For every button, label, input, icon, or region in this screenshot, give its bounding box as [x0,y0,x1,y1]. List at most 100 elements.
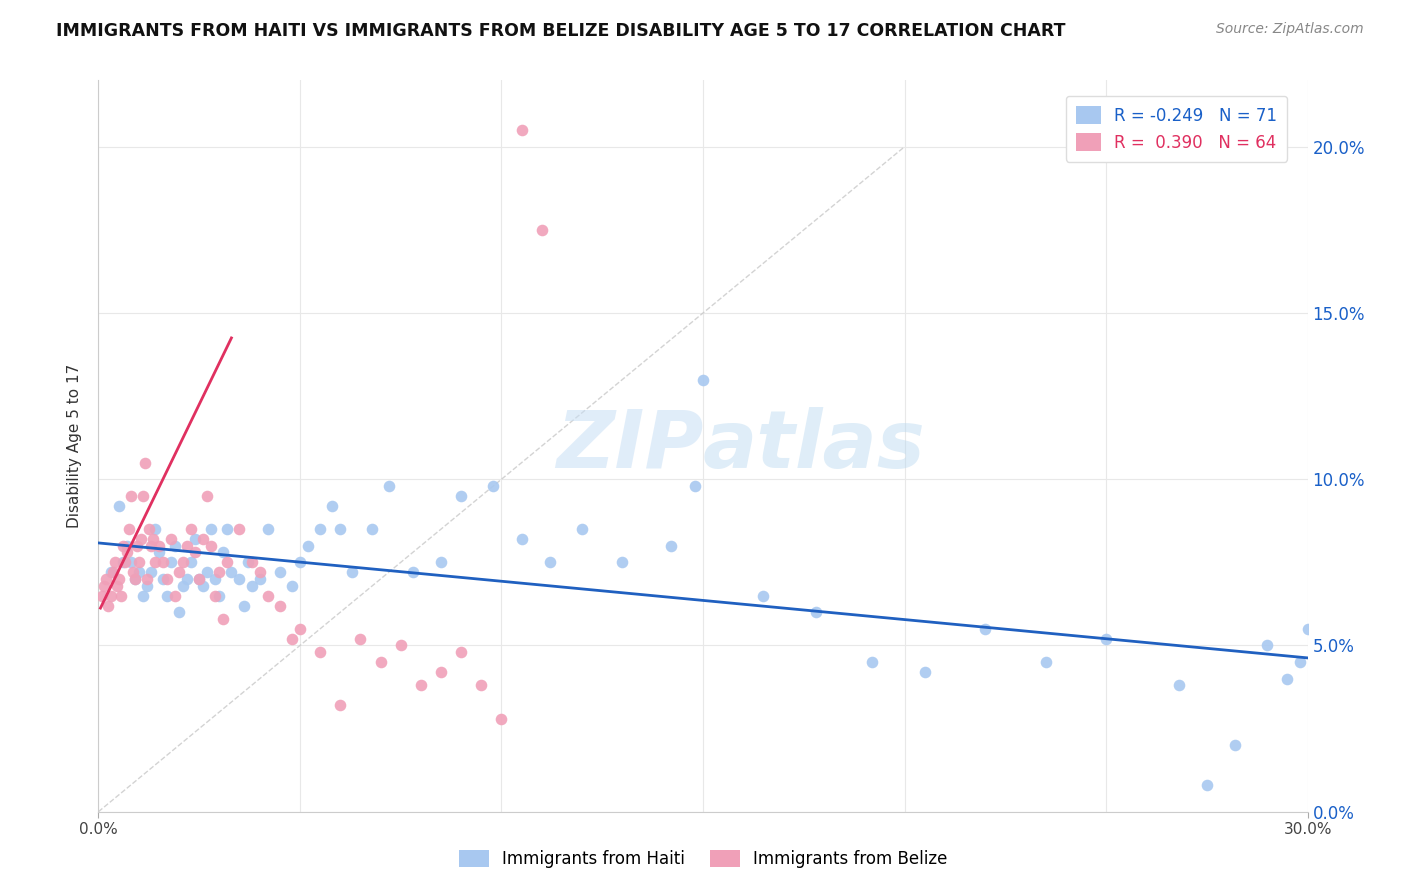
Point [1296,622,1319,636]
Point [148,539,170,553]
Point [120,555,142,569]
Point [450,645,472,659]
Point [114,555,136,569]
Point [101,566,124,580]
Point [430,555,453,569]
Point [152,555,174,569]
Point [143,522,166,536]
Point [167,566,190,580]
Point [152,572,174,586]
Point [208,566,231,580]
Point [96,572,118,586]
Point [93,579,115,593]
Text: atlas: atlas [703,407,925,485]
Point [309,522,332,536]
Legend: R = -0.249   N = 71, R =  0.390   N = 64: R = -0.249 N = 71, R = 0.390 N = 64 [1066,96,1286,161]
Point [1195,778,1218,792]
Point [1035,655,1057,669]
Point [804,605,827,619]
Point [914,665,936,679]
Point [128,555,150,569]
Point [329,522,352,536]
Point [249,566,271,580]
Legend: Immigrants from Haiti, Immigrants from Belize: Immigrants from Haiti, Immigrants from B… [451,843,955,875]
Point [692,372,714,386]
Point [204,572,226,586]
Point [208,589,231,603]
Point [329,698,352,713]
Point [974,622,997,636]
Point [402,566,425,580]
Point [115,539,138,553]
Point [228,572,250,586]
Point [188,572,211,586]
Point [510,123,533,137]
Point [167,605,190,619]
Point [184,532,207,546]
Point [349,632,371,646]
Point [176,539,198,553]
Point [683,479,706,493]
Point [297,539,319,553]
Point [200,522,222,536]
Point [571,522,593,536]
Point [491,712,513,726]
Point [121,566,143,580]
Point [156,572,179,586]
Point [249,572,271,586]
Point [163,539,186,553]
Point [195,566,218,580]
Point [1167,678,1189,692]
Point [100,566,122,580]
Point [111,555,134,569]
Point [188,572,211,586]
Point [510,532,533,546]
Point [221,566,243,580]
Point [256,589,278,603]
Point [135,579,157,593]
Point [659,539,682,553]
Point [160,532,183,546]
Point [370,655,392,669]
Point [132,489,155,503]
Point [342,566,364,580]
Point [163,589,186,603]
Point [204,589,226,603]
Point [180,555,202,569]
Point [240,579,263,593]
Point [860,655,883,669]
Point [1095,632,1118,646]
Point [135,572,157,586]
Point [281,579,304,593]
Point [172,555,194,569]
Point [1277,672,1299,686]
Point [200,539,222,553]
Point [612,555,634,569]
Point [1256,639,1278,653]
Point [361,522,384,536]
Point [1288,655,1310,669]
Point [100,589,122,603]
Point [228,522,250,536]
Point [148,545,170,559]
Point [124,572,146,586]
Point [91,589,114,603]
Point [115,545,138,559]
Point [195,489,218,503]
Point [288,622,311,636]
Point [269,566,291,580]
Point [103,555,125,569]
Point [482,479,505,493]
Point [125,539,148,553]
Point [212,612,235,626]
Point [377,479,399,493]
Point [124,572,146,586]
Point [120,489,142,503]
Point [240,555,263,569]
Point [143,555,166,569]
Point [107,499,129,513]
Point [184,545,207,559]
Point [97,599,120,613]
Point [132,589,155,603]
Point [217,555,239,569]
